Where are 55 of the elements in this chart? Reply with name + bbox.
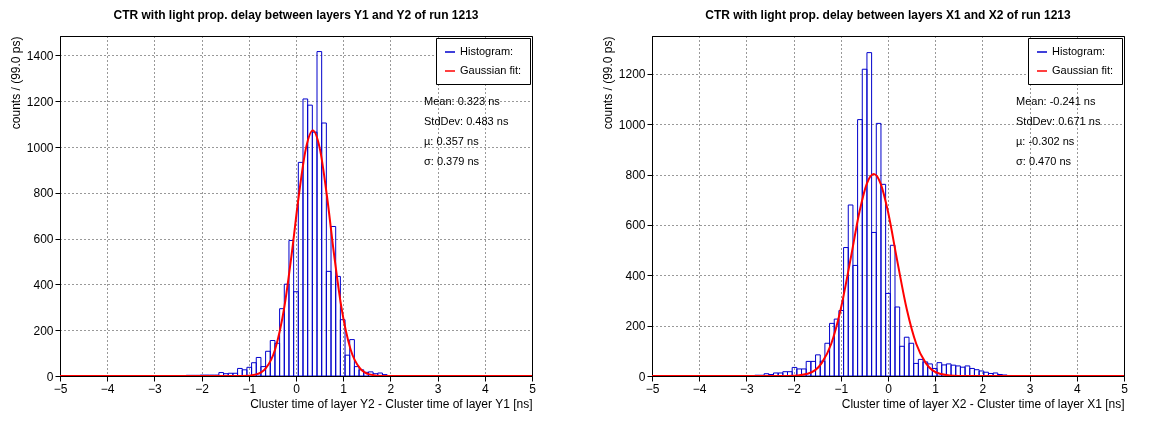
y-tick-label: 400	[625, 268, 646, 283]
x-tick-label: −5	[645, 381, 660, 396]
x-tick-label: −3	[740, 381, 755, 396]
y-tick-label: 1200	[618, 67, 646, 82]
x-tick-label: −5	[53, 381, 68, 396]
legend-label: Gaussian fit:	[460, 64, 522, 76]
y-tick-label: 1400	[26, 48, 54, 63]
annotation: σ: 0.470 ns	[1016, 155, 1072, 167]
y-tick-label: 400	[33, 277, 54, 292]
y-tick-label: 600	[33, 232, 54, 247]
x-tick-label: 3	[434, 381, 442, 396]
y-tick-label: 200	[33, 323, 54, 338]
x-tick-label: −4	[692, 381, 707, 396]
chart-title: CTR with light prop. delay between layers Y1 and Y2 of run 1213	[113, 8, 479, 22]
x-tick-label: 2	[979, 381, 987, 396]
x-tick-label: 2	[387, 381, 395, 396]
annotation: µ: -0.302 ns	[1016, 135, 1075, 147]
y-tick-label: 0	[638, 369, 646, 384]
x-axis-title: Cluster time of layer X2 - Cluster time of layer X1 [ns]	[841, 396, 1125, 411]
annotation: µ: 0.357 ns	[424, 135, 480, 147]
y-tick-label: 0	[46, 369, 54, 384]
x-tick-label: 0	[293, 381, 301, 396]
legend-label: Histogram:	[460, 45, 514, 57]
y-tick-label: 600	[625, 218, 646, 233]
x-axis-title: Cluster time of layer Y2 - Cluster time of layer Y1 [ns]	[250, 396, 533, 411]
x-tick-label: 5	[529, 381, 537, 396]
y-tick-label: 1200	[26, 94, 54, 109]
x-tick-label: 5	[1121, 381, 1129, 396]
x-tick-label: 1	[932, 381, 940, 396]
x-tick-label: −1	[834, 381, 849, 396]
annotation: StdDev: 0.483 ns	[424, 115, 509, 127]
x-tick-label: −2	[787, 381, 802, 396]
y-tick-label: 800	[33, 186, 54, 201]
x-tick-label: −1	[242, 381, 257, 396]
annotation: StdDev: 0.671 ns	[1016, 115, 1101, 127]
annotation: Mean: 0.323 ns	[424, 95, 501, 107]
y-tick-label: 800	[625, 168, 646, 183]
y-tick-label: 200	[625, 319, 646, 334]
y-tick-label: 1000	[618, 117, 646, 132]
y-axis-title: counts / (99.0 ps)	[8, 36, 23, 130]
x-tick-label: 3	[1026, 381, 1034, 396]
legend-label: Gaussian fit:	[1052, 64, 1114, 76]
x-tick-label: −3	[148, 381, 163, 396]
chart-title: CTR with light prop. delay between layers X1 and X2 of run 1213	[705, 8, 1072, 22]
x-tick-label: −4	[100, 381, 115, 396]
y-axis-title: counts / (99.0 ps)	[600, 36, 615, 130]
x-tick-label: −2	[195, 381, 210, 396]
y-tick-label: 1000	[26, 140, 54, 155]
legend-label: Histogram:	[1052, 45, 1106, 57]
x-tick-label: 4	[481, 381, 489, 396]
x-tick-label: 1	[340, 381, 348, 396]
annotation: σ: 0.379 ns	[424, 155, 480, 167]
x-tick-label: 0	[885, 381, 893, 396]
annotation: Mean: -0.241 ns	[1016, 95, 1096, 107]
x-tick-label: 4	[1073, 381, 1081, 396]
